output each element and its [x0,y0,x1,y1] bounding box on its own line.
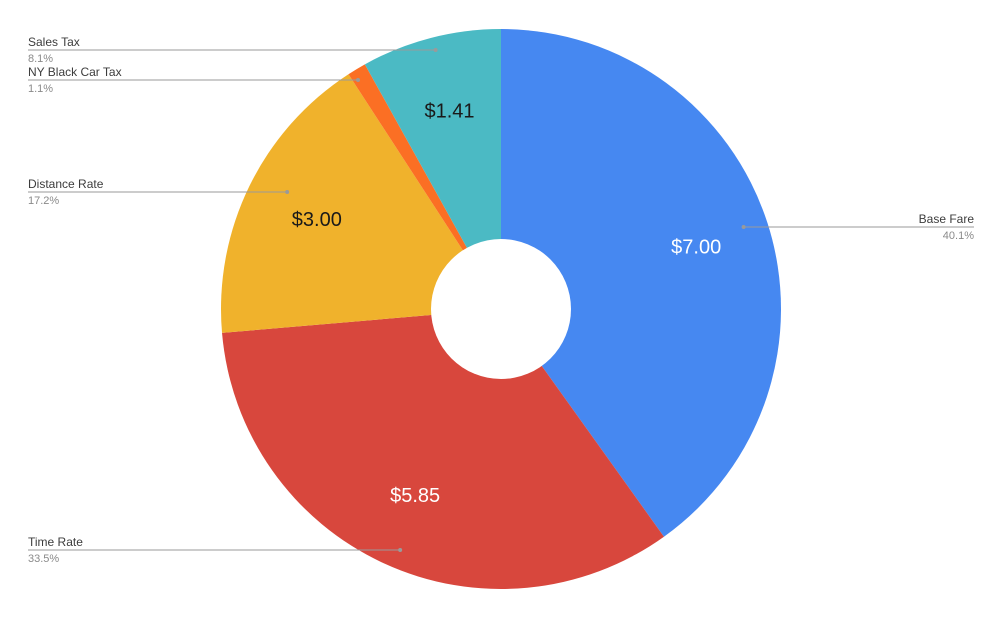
legend-name-base-fare: Base Fare [919,212,975,226]
slice-value-label-base-fare: $7.00 [671,236,721,258]
slice-base-fare [501,29,782,537]
slice-value-label-sales-tax: $1.41 [424,101,474,123]
callouts-group: Base Fare 40.1% Time Rate 33.5% Distance Rat… [28,35,974,565]
legend-percent-sales-tax: 8.1% [28,53,53,65]
callout-dot-base-fare [741,225,746,229]
callout-dot-ny-black-car-tax [356,78,361,82]
legend-percent-base-fare: 40.1% [943,230,974,242]
legend-percent-time-rate: 33.5% [28,553,59,565]
callout-dot-time-rate [398,548,403,552]
legend-name-sales-tax: Sales Tax [28,35,80,49]
slice-ny-black-car-tax [348,64,501,309]
legend-name-ny-black-car-tax: NY Black Car Tax [28,65,122,79]
slice-time-rate [222,309,664,590]
legend-name-time-rate: Time Rate [28,535,83,549]
donut-hole [431,239,571,379]
legend-name-distance-rate: Distance Rate [28,177,104,191]
slice-sales-tax [364,29,501,309]
slice-value-label-distance-rate: $3.00 [292,209,342,231]
slice-distance-rate [220,74,501,333]
callout-dot-sales-tax [433,48,438,52]
callout-dot-distance-rate [285,190,290,194]
legend-percent-distance-rate: 17.2% [28,195,59,207]
legend-percent-ny-black-car-tax: 1.1% [28,83,53,95]
slices-group [220,29,782,590]
slice-value-label-time-rate: $5.85 [390,485,440,507]
slice-labels-group: $7.00 $5.85 $3.00 $1.41 [292,101,721,508]
